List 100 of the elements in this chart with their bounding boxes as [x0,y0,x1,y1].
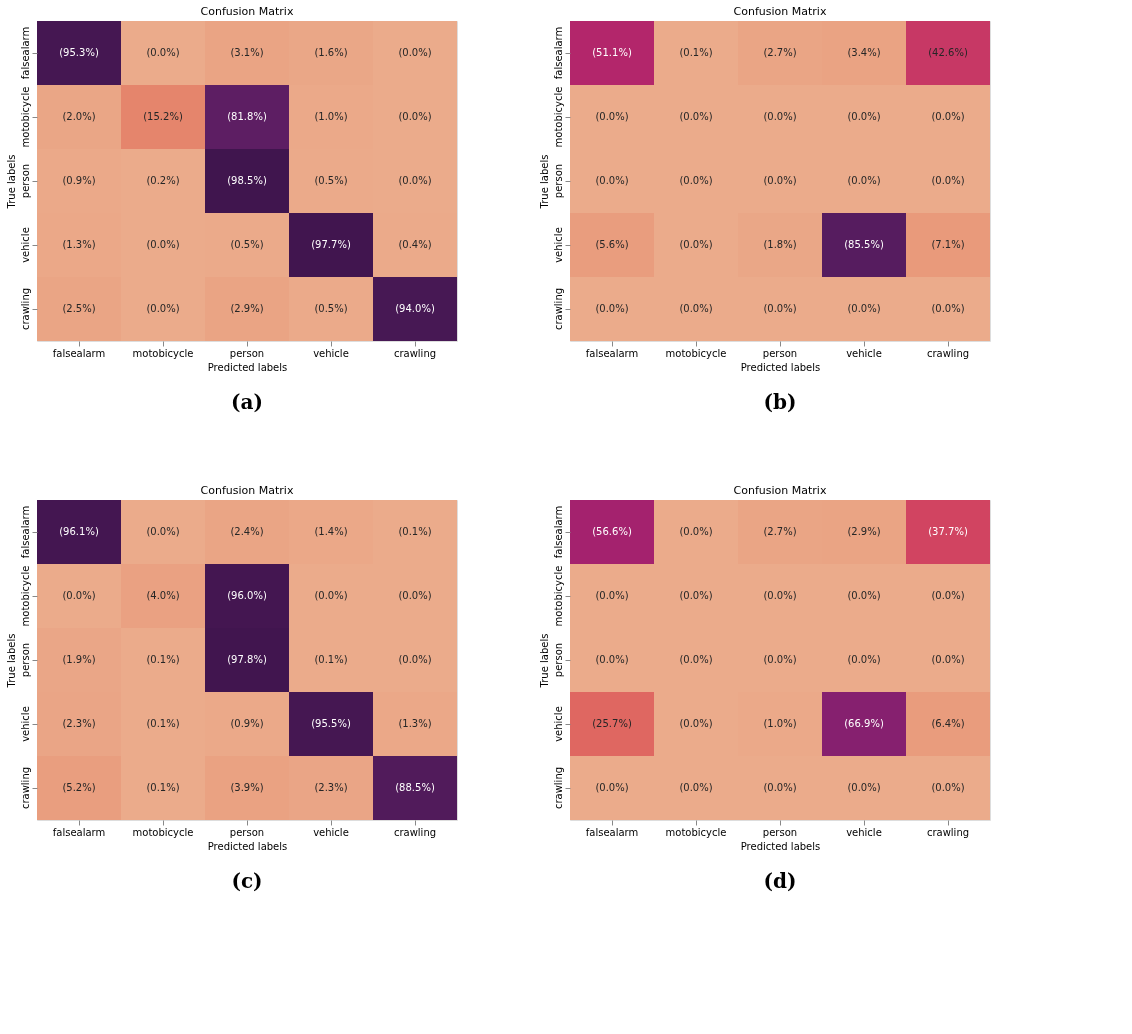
data-label: (25.7%) [592,718,632,729]
y-tick-label: motobicycle [19,565,31,627]
data-label: (0.5%) [314,175,348,186]
data-label: (0.0%) [679,718,713,729]
data-label: (96.0%) [227,590,267,601]
data-label: (2.9%) [847,526,881,537]
data-label: (0.1%) [146,654,180,665]
y-tick-label: person [19,163,31,199]
data-label: (0.0%) [595,654,629,665]
x-tick-label: crawling [926,826,970,838]
data-label: (0.0%) [595,111,629,122]
x-tick-label: falsealarm [52,347,106,359]
x-tick-label: crawling [393,347,437,359]
y-tick-label: falsealarm [552,26,564,80]
text: (c) [231,869,263,893]
data-label: (5.6%) [595,239,629,250]
data-label: (1.6%) [314,47,348,58]
y-tick-label: person [552,163,564,199]
data-label: (0.0%) [847,111,881,122]
data-label: (51.1%) [592,47,632,58]
y-tick-label: falsealarm [19,26,31,80]
data-label: (42.6%) [928,47,968,58]
data-label: (0.0%) [931,654,965,665]
y-tick-label: vehicle [552,227,564,263]
data-label: (0.0%) [146,239,180,250]
y-tick-label: motobicycle [552,86,564,148]
data-label: (0.0%) [398,175,432,186]
data-label: (3.1%) [230,47,264,58]
y-tick-label: vehicle [19,227,31,263]
y-axis-title: True labels [5,633,17,689]
data-label: (0.0%) [847,303,881,314]
x-tick-label: falsealarm [585,347,639,359]
data-label: (0.0%) [679,239,713,250]
data-label: (0.0%) [146,303,180,314]
data-label: (0.0%) [595,590,629,601]
data-label: (2.5%) [62,303,96,314]
data-label: (0.0%) [146,47,180,58]
data-label: (2.3%) [314,782,348,793]
x-axis-title: Predicted labels [207,361,288,373]
data-label: (0.0%) [847,654,881,665]
data-label: (0.0%) [679,782,713,793]
data-label: (95.5%) [311,718,351,729]
data-label: (0.0%) [931,111,965,122]
data-label: (0.1%) [398,526,432,537]
data-label: (0.4%) [398,239,432,250]
y-tick-label: person [19,642,31,678]
data-label: (88.5%) [395,782,435,793]
data-label: (37.7%) [928,526,968,537]
x-tick-label: vehicle [846,347,882,359]
data-label: (0.0%) [679,526,713,537]
data-label: (0.0%) [679,303,713,314]
data-label: (66.9%) [844,718,884,729]
data-label: (1.8%) [763,239,797,250]
x-axis-title: Predicted labels [740,361,821,373]
x-tick-label: motobicycle [132,826,194,838]
data-label: (2.3%) [62,718,96,729]
data-label: (0.0%) [931,303,965,314]
data-label: (1.0%) [314,111,348,122]
data-label: (0.0%) [398,47,432,58]
text: (b) [763,390,797,414]
data-label: (0.1%) [146,718,180,729]
y-tick-label: motobicycle [19,86,31,148]
data-label: (6.4%) [931,718,965,729]
data-label: (0.0%) [847,175,881,186]
data-label: (0.0%) [763,303,797,314]
data-label: (0.1%) [679,47,713,58]
chart-title: Confusion Matrix [200,5,294,18]
data-label: (0.0%) [595,175,629,186]
y-tick-label: vehicle [19,706,31,742]
x-tick-label: person [229,826,265,838]
data-label: (85.5%) [844,239,884,250]
data-label: (0.0%) [398,590,432,601]
chart-title: Confusion Matrix [200,484,294,497]
data-label: (95.3%) [59,47,99,58]
data-label: (94.0%) [395,303,435,314]
data-label: (0.9%) [230,718,264,729]
data-label: (2.9%) [230,303,264,314]
x-tick-label: motobicycle [665,826,727,838]
data-label: (0.0%) [679,175,713,186]
data-label: (1.9%) [62,654,96,665]
data-label: (0.0%) [763,782,797,793]
data-label: (98.5%) [227,175,267,186]
data-label: (0.0%) [679,111,713,122]
data-label: (1.3%) [62,239,96,250]
data-label: (97.7%) [311,239,351,250]
data-label: (0.0%) [595,303,629,314]
y-tick-label: falsealarm [19,505,31,559]
data-label: (0.0%) [931,782,965,793]
data-label: (0.0%) [847,590,881,601]
data-label: (1.4%) [314,526,348,537]
y-tick-label: person [552,642,564,678]
x-tick-label: motobicycle [132,347,194,359]
data-label: (2.7%) [763,47,797,58]
data-label: (2.7%) [763,526,797,537]
x-tick-label: falsealarm [585,826,639,838]
data-label: (5.2%) [62,782,96,793]
data-label: (0.0%) [146,526,180,537]
x-tick-label: motobicycle [665,347,727,359]
data-label: (4.0%) [146,590,180,601]
y-tick-label: crawling [552,766,564,810]
